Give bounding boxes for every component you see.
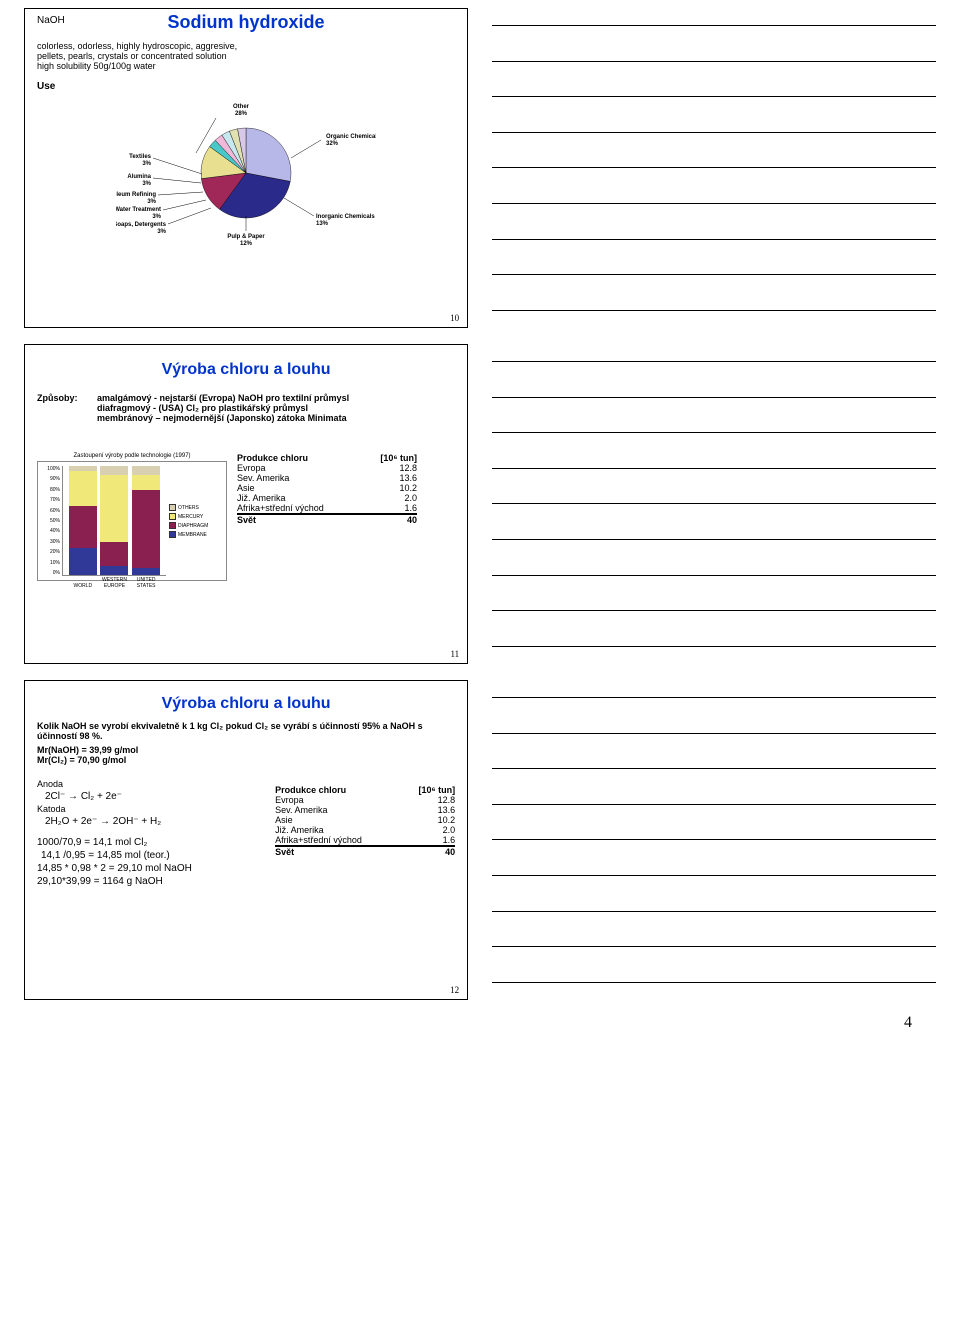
note-line bbox=[492, 239, 936, 240]
method-line: amalgámový - nejstarší (Evropa) NaOH pro… bbox=[97, 393, 455, 403]
anode-eq: 2Cl⁻ → Cl₂ + 2e⁻ bbox=[37, 791, 265, 802]
svg-text:Petroleum Refining: Petroleum Refining bbox=[116, 192, 156, 198]
svg-text:Soaps, Detergents: Soaps, Detergents bbox=[116, 222, 167, 228]
svg-text:Water Treatment: Water Treatment bbox=[116, 207, 161, 213]
prop-line: colorless, odorless, highly hydroscopic,… bbox=[37, 41, 455, 51]
slide-10: NaOH Sodium hydroxide colorless, odorles… bbox=[24, 8, 468, 328]
slide-12: Výroba chloru a louhu Kolik NaOH se vyro… bbox=[24, 680, 468, 1000]
mr-line: Mr(NaOH) = 39,99 g/mol bbox=[37, 745, 455, 755]
svg-text:13%: 13% bbox=[316, 221, 329, 227]
note-line bbox=[492, 768, 936, 769]
svg-text:3%: 3% bbox=[157, 229, 166, 235]
svg-text:Pulp & Paper: Pulp & Paper bbox=[227, 234, 265, 240]
production-table: Produkce chloru[10⁶ tun] Evropa12.8Sev. … bbox=[237, 453, 417, 581]
note-line bbox=[492, 61, 936, 62]
slide-page-number: 10 bbox=[450, 313, 459, 323]
note-line bbox=[492, 946, 936, 947]
svg-text:Alumina: Alumina bbox=[127, 174, 151, 180]
svg-text:Other: Other bbox=[233, 104, 250, 110]
notes-col bbox=[492, 8, 936, 328]
note-line bbox=[492, 274, 936, 275]
mr-line: Mr(Cl₂) = 70,90 g/mol bbox=[37, 755, 455, 765]
note-line bbox=[492, 25, 936, 26]
note-line bbox=[492, 432, 936, 433]
note-line bbox=[492, 610, 936, 611]
note-line bbox=[492, 167, 936, 168]
electrode-label: Katoda bbox=[37, 804, 265, 814]
note-line bbox=[492, 804, 936, 805]
note-line bbox=[492, 733, 936, 734]
slide-page-number: 11 bbox=[450, 649, 459, 659]
note-line bbox=[492, 575, 936, 576]
method-line: membránový – nejmodernější (Japonsko) zá… bbox=[97, 413, 455, 423]
note-line bbox=[492, 397, 936, 398]
chart-caption: Zastoupení výroby podle technologie (199… bbox=[37, 453, 227, 459]
note-line bbox=[492, 310, 936, 311]
svg-text:32%: 32% bbox=[326, 141, 339, 147]
calc-line: 14,85 * 0,98 * 2 = 29,10 mol NaOH bbox=[37, 863, 265, 874]
note-line bbox=[492, 96, 936, 97]
page-number: 4 bbox=[0, 1008, 960, 1042]
production-table: Produkce chloru[10⁶ tun] Evropa12.8Sev. … bbox=[275, 785, 455, 889]
methods-label: Způsoby: bbox=[37, 393, 97, 423]
pie-chart: Other 28% Organic Chemicals 32% Inorgani… bbox=[37, 98, 455, 248]
method-line: diafragmový - (USA) Cl₂ pro plastikářský… bbox=[97, 403, 455, 413]
prop-line: high solubility 50g/100g water bbox=[37, 61, 455, 71]
note-line bbox=[492, 911, 936, 912]
calc-line: 29,10*39,99 = 1164 g NaOH bbox=[37, 876, 265, 887]
note-line bbox=[492, 839, 936, 840]
svg-text:3%: 3% bbox=[142, 181, 151, 187]
svg-text:3%: 3% bbox=[142, 161, 151, 167]
cathode-eq: 2H₂O + 2e⁻ → 2OH⁻ + H₂ bbox=[37, 816, 265, 827]
note-line bbox=[492, 503, 936, 504]
electrode-label: Anoda bbox=[37, 779, 265, 789]
note-line bbox=[492, 875, 936, 876]
stacked-bar-chart: 100%90%80%70%60%50%40%30%20%10%0% WORLDW… bbox=[37, 461, 227, 581]
note-line bbox=[492, 203, 936, 204]
svg-text:12%: 12% bbox=[240, 241, 253, 247]
note-line bbox=[492, 646, 936, 647]
note-line bbox=[492, 697, 936, 698]
note-line bbox=[492, 132, 936, 133]
svg-text:3%: 3% bbox=[147, 199, 156, 205]
notes-col bbox=[492, 344, 936, 664]
note-line bbox=[492, 539, 936, 540]
note-line bbox=[492, 982, 936, 983]
notes-col bbox=[492, 680, 936, 1000]
slide-title: Výroba chloru a louhu bbox=[37, 695, 455, 713]
svg-text:3%: 3% bbox=[152, 214, 161, 220]
slide-page-number: 12 bbox=[450, 985, 459, 995]
svg-text:Inorganic Chemicals: Inorganic Chemicals bbox=[316, 214, 375, 220]
calc-line: 14,1 /0,95 = 14,85 mol (teor.) bbox=[37, 850, 265, 861]
prop-line: pellets, pearls, crystals or concentrate… bbox=[37, 51, 455, 61]
note-line bbox=[492, 361, 936, 362]
svg-text:Organic Chemicals: Organic Chemicals bbox=[326, 134, 376, 140]
question-text: Kolik NaOH se vyrobí ekvivaletně k 1 kg … bbox=[37, 721, 455, 741]
calc-line: 1000/70,9 = 14,1 mol Cl₂ bbox=[37, 837, 265, 848]
svg-text:28%: 28% bbox=[235, 111, 248, 117]
slide-11: Výroba chloru a louhu Způsoby: amalgámov… bbox=[24, 344, 468, 664]
use-label: Use bbox=[37, 81, 455, 92]
slide-title: Sodium hydroxide bbox=[37, 12, 455, 33]
slide-title: Výroba chloru a louhu bbox=[37, 361, 455, 379]
note-line bbox=[492, 468, 936, 469]
svg-text:Textiles: Textiles bbox=[129, 154, 152, 160]
